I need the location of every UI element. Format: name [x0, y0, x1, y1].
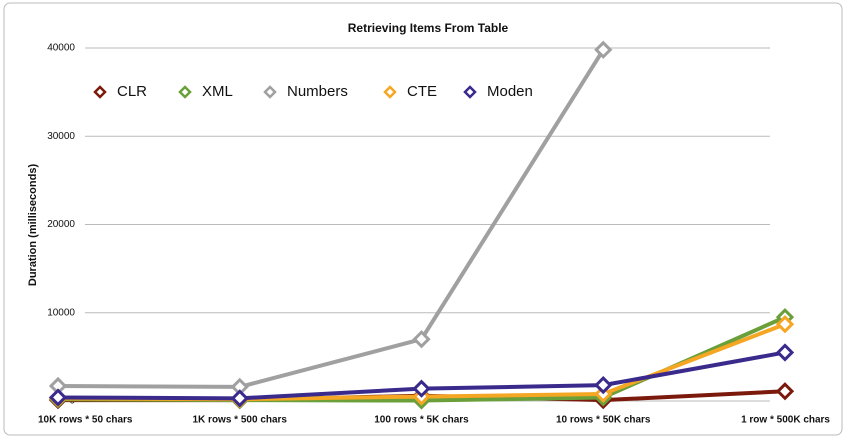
- series-line: [57, 48, 605, 389]
- x-tick-label: 10 rows * 50K chars: [556, 415, 651, 426]
- legend-marker: [263, 85, 277, 99]
- y-tick-label: 30000: [47, 131, 75, 142]
- data-point: [775, 382, 795, 401]
- frame: [3, 2, 843, 436]
- x-tick-label: 100 rows * 5K chars: [374, 415, 469, 426]
- data-point: [594, 40, 613, 59]
- data-point: [775, 315, 795, 334]
- data-point: [412, 379, 431, 398]
- legend-marker: [178, 85, 192, 99]
- legend-label: Moden: [487, 83, 533, 100]
- chart-title: Retrieving Items From Table: [348, 21, 509, 35]
- y-tick-label: 20000: [47, 219, 75, 230]
- legend-label: Numbers: [287, 83, 348, 100]
- data-point: [775, 343, 795, 362]
- y-axis-label: Duration (milliseconds): [27, 164, 39, 287]
- legend-marker: [383, 85, 397, 99]
- data-point: [230, 389, 249, 408]
- legend-label: XML: [202, 83, 233, 100]
- legend-marker: [463, 85, 477, 99]
- data-point: [48, 388, 68, 407]
- legend-label: CTE: [407, 83, 437, 100]
- y-tick-label: 10000: [47, 307, 75, 318]
- y-tick-label: 40000: [47, 43, 75, 54]
- x-tick-label: 1K rows * 500 chars: [193, 415, 288, 426]
- x-tick-label: 10K rows * 50 chars: [38, 415, 133, 426]
- data-point: [412, 330, 431, 349]
- legend-label: CLR: [117, 83, 147, 100]
- legend-marker: [93, 85, 107, 99]
- data-point: [594, 375, 613, 395]
- x-tick-label: 1 row * 500K chars: [741, 415, 830, 426]
